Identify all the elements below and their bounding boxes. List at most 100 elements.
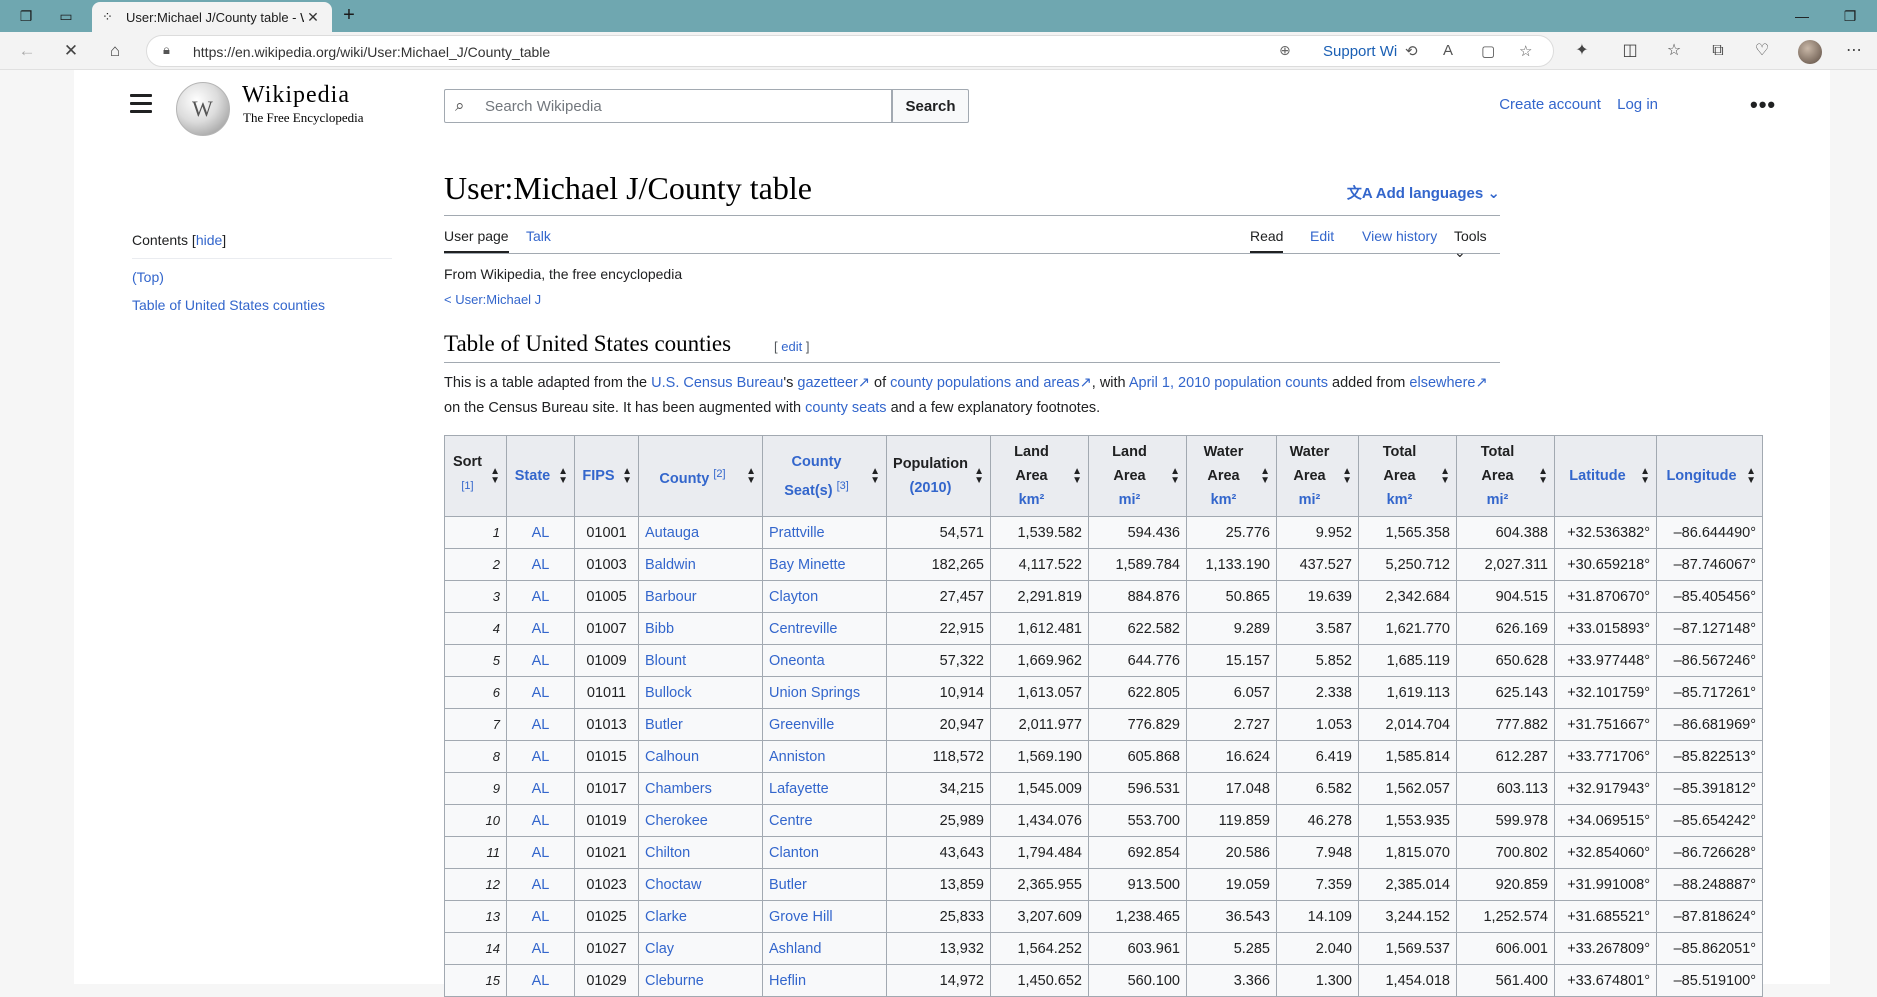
county-seats-link[interactable]: county seats — [805, 400, 887, 416]
state-link[interactable]: AL — [531, 556, 550, 573]
toc-item-table[interactable]: Table of United States counties — [132, 297, 326, 313]
seat-link[interactable]: Prattville — [769, 524, 825, 541]
log-in-link[interactable]: Log in — [1617, 96, 1658, 113]
col-total-km2[interactable]: Total Area km² ▲ ▼ — [1358, 435, 1457, 517]
county-footnote[interactable]: [2] — [713, 467, 726, 480]
toc-hide-link[interactable]: hide — [195, 232, 223, 248]
state-link[interactable]: AL — [531, 524, 550, 541]
population-counts-link[interactable]: April 1, 2010 population counts — [1128, 375, 1328, 391]
seat-link[interactable]: Ashland — [769, 940, 822, 957]
support-wikipedia-link[interactable]: Support Wi — [1323, 43, 1398, 60]
county-link[interactable]: Clarke — [645, 908, 687, 925]
seat-link[interactable]: Grove Hill — [769, 908, 833, 925]
zoom-icon[interactable]: ⊕ — [1279, 42, 1291, 58]
state-link[interactable]: AL — [531, 844, 550, 861]
state-link[interactable]: AL — [531, 748, 550, 765]
seat-link[interactable]: Greenville — [769, 716, 835, 733]
back-icon[interactable]: ← — [18, 41, 36, 60]
wikipedia-wordmark[interactable]: Wikipedia — [242, 82, 350, 108]
county-link[interactable]: Butler — [645, 716, 683, 733]
gazetteer-link[interactable]: gazetteer↗ — [797, 375, 870, 391]
browser-essentials-icon[interactable]: ♡ — [1754, 42, 1770, 59]
state-link[interactable]: AL — [531, 620, 550, 637]
more-options-icon[interactable]: ••• — [1750, 92, 1777, 117]
col-water-mi2[interactable]: Water Area mi² ▲ ▼ — [1276, 435, 1359, 517]
minimize-icon[interactable]: — — [1795, 8, 1809, 24]
tab-user-page[interactable]: User page — [444, 228, 509, 253]
profile-avatar[interactable] — [1798, 40, 1822, 64]
county-populations-link[interactable]: county populations and areas↗ — [890, 375, 1092, 391]
address-bar[interactable]: 🔒︎ https://en.wikipedia.org/wiki/User:Mi… — [146, 35, 1554, 67]
extensions-icon[interactable]: ✦ — [1575, 42, 1589, 59]
state-link[interactable]: AL — [531, 972, 550, 989]
col-population[interactable]: Population (2010) ▲ ▼ — [886, 435, 991, 517]
col-land-mi2[interactable]: Land Area mi² ▲ ▼ — [1088, 435, 1187, 517]
county-link[interactable]: Cleburne — [645, 972, 704, 989]
seat-link[interactable]: Centre — [769, 812, 813, 829]
seat-link[interactable]: Centreville — [769, 620, 838, 637]
maximize-icon[interactable]: ❐ — [1843, 8, 1857, 24]
county-link[interactable]: Blount — [645, 652, 687, 669]
col-latitude[interactable]: Latitude ▲ ▼ — [1554, 435, 1657, 517]
lock-icon[interactable]: 🔒︎ — [163, 42, 170, 57]
main-menu-icon[interactable] — [130, 94, 152, 113]
split-screen-icon[interactable]: ◫ — [1622, 42, 1638, 59]
seat-link[interactable]: Bay Minette — [769, 556, 846, 573]
county-link[interactable]: Chilton — [645, 844, 691, 861]
state-link[interactable]: AL — [531, 652, 550, 669]
url-text[interactable]: https://en.wikipedia.org/wiki/User:Micha… — [193, 44, 551, 60]
sort-footnote[interactable]: [1] — [461, 479, 474, 492]
search-input[interactable] — [483, 94, 883, 118]
close-tab-icon[interactable]: ✕ — [307, 8, 319, 25]
elsewhere-link[interactable]: elsewhere↗ — [1409, 375, 1487, 391]
state-link[interactable]: AL — [531, 684, 550, 701]
county-link[interactable]: Cherokee — [645, 812, 708, 829]
state-link[interactable]: AL — [531, 588, 550, 605]
state-link[interactable]: AL — [531, 908, 550, 925]
tab-view-history[interactable]: View history — [1362, 228, 1438, 244]
home-icon[interactable]: ⌂ — [109, 41, 121, 60]
county-link[interactable]: Chambers — [645, 780, 712, 797]
section-edit-link[interactable]: edit — [781, 339, 803, 354]
new-tab-icon[interactable]: + — [343, 4, 355, 26]
tools-menu[interactable]: Tools ⌄ — [1454, 228, 1500, 261]
toc-item-top[interactable]: (Top) — [132, 269, 164, 285]
county-link[interactable]: Choctaw — [645, 876, 702, 893]
col-state[interactable]: State ▲ ▼ — [506, 435, 575, 517]
seat-link[interactable]: Union Springs — [769, 684, 861, 701]
state-link[interactable]: AL — [531, 780, 550, 797]
col-county[interactable]: County [2] ▲ ▼ — [638, 435, 763, 517]
state-link[interactable]: AL — [531, 812, 550, 829]
seat-link[interactable]: Anniston — [769, 748, 826, 765]
tab-edit[interactable]: Edit — [1310, 228, 1335, 244]
add-languages-button[interactable]: 文A Add languages ⌄ — [1347, 182, 1500, 203]
seat-link[interactable]: Oneonta — [769, 652, 825, 669]
county-link[interactable]: Bibb — [645, 620, 675, 637]
create-account-link[interactable]: Create account — [1499, 96, 1601, 113]
seat-link[interactable]: Butler — [769, 876, 807, 893]
stop-loading-icon[interactable]: ✕ — [63, 41, 79, 60]
search-button[interactable]: Search — [892, 89, 969, 123]
col-total-mi2[interactable]: Total Area mi² ▲ ▼ — [1456, 435, 1555, 517]
wikipedia-globe-icon[interactable] — [176, 82, 230, 136]
col-county-seat[interactable]: County Seat(s) [3] ▲ ▼ — [762, 435, 887, 517]
read-aloud-icon[interactable]: A — [1443, 42, 1454, 59]
col-sort[interactable]: Sort [1] ▲ ▼ — [444, 435, 507, 517]
favorites-icon[interactable]: ☆ — [1666, 42, 1682, 59]
county-link[interactable]: Autauga — [645, 524, 700, 541]
state-link[interactable]: AL — [531, 716, 550, 733]
seat-link[interactable]: Heflin — [769, 972, 807, 989]
app-available-icon[interactable]: ▢ — [1481, 43, 1496, 60]
tab-talk[interactable]: Talk — [526, 228, 551, 244]
county-link[interactable]: Barbour — [645, 588, 697, 605]
back-to-user-link[interactable]: < User:Michael J — [444, 292, 542, 307]
seat-link[interactable]: Lafayette — [769, 780, 829, 797]
workspaces-icon[interactable]: ❐ — [19, 8, 33, 24]
state-link[interactable]: AL — [531, 876, 550, 893]
browser-tab-active[interactable]: ⁘ User:Michael J/County table - Wi ✕ — [92, 2, 332, 32]
county-link[interactable]: Clay — [645, 940, 675, 957]
tab-read[interactable]: Read — [1250, 228, 1284, 253]
col-water-km2[interactable]: Water Area km² ▲ ▼ — [1186, 435, 1277, 517]
seat-link[interactable]: Clanton — [769, 844, 819, 861]
seat-footnote[interactable]: [3] — [836, 479, 849, 492]
